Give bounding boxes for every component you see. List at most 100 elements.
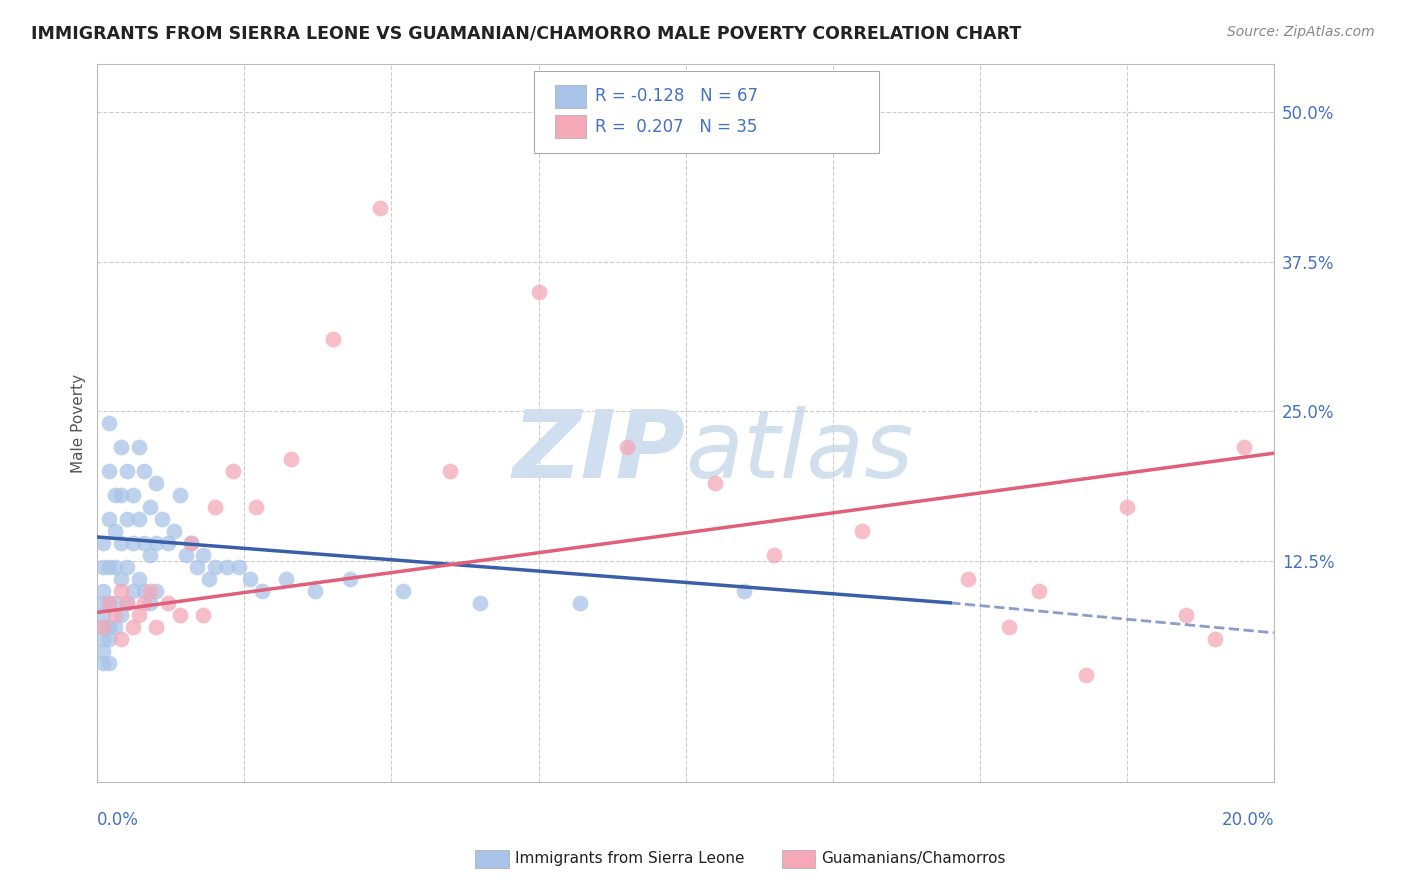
Point: [439, 464, 461, 478]
Text: atlas: atlas: [686, 407, 914, 498]
Point: [145, 620, 167, 634]
Point: [250, 583, 273, 598]
Point: [733, 583, 755, 598]
Point: [762, 548, 785, 562]
Point: [139, 596, 162, 610]
Point: [104, 596, 127, 610]
Point: [145, 536, 167, 550]
Text: Source: ZipAtlas.com: Source: ZipAtlas.com: [1227, 25, 1375, 39]
Point: [98, 560, 121, 574]
Point: [98, 596, 121, 610]
Point: [98, 620, 121, 634]
Text: Immigrants from Sierra Leone: Immigrants from Sierra Leone: [515, 851, 744, 865]
Point: [134, 464, 156, 478]
Point: [468, 596, 491, 610]
Point: [98, 417, 121, 431]
Point: [91, 620, 114, 634]
Point: [527, 285, 550, 299]
Point: [204, 500, 226, 514]
Point: [228, 560, 250, 574]
Point: [134, 583, 156, 598]
Point: [91, 656, 114, 670]
Point: [91, 620, 114, 634]
Point: [221, 464, 243, 478]
Point: [121, 536, 143, 550]
Point: [1074, 667, 1097, 681]
Point: [115, 560, 138, 574]
Point: [91, 607, 114, 622]
Point: [1115, 500, 1137, 514]
Text: R =  0.207   N = 35: R = 0.207 N = 35: [595, 118, 756, 136]
Point: [110, 440, 132, 454]
Point: [304, 583, 326, 598]
Point: [156, 536, 179, 550]
Point: [128, 440, 150, 454]
Point: [180, 536, 202, 550]
Point: [368, 201, 391, 215]
Point: [1233, 440, 1256, 454]
Point: [110, 536, 132, 550]
Point: [1174, 607, 1197, 622]
Point: [91, 632, 114, 646]
Point: [115, 464, 138, 478]
Text: 0.0%: 0.0%: [97, 811, 139, 830]
Point: [98, 464, 121, 478]
Point: [239, 572, 262, 586]
Point: [115, 512, 138, 526]
Point: [568, 596, 591, 610]
Point: [104, 488, 127, 502]
Point: [110, 632, 132, 646]
Point: [128, 572, 150, 586]
Point: [110, 488, 132, 502]
Point: [704, 476, 727, 491]
Text: IMMIGRANTS FROM SIERRA LEONE VS GUAMANIAN/CHAMORRO MALE POVERTY CORRELATION CHAR: IMMIGRANTS FROM SIERRA LEONE VS GUAMANIA…: [31, 25, 1021, 43]
Point: [91, 583, 114, 598]
Point: [115, 596, 138, 610]
Point: [169, 488, 191, 502]
Point: [91, 644, 114, 658]
Point: [204, 560, 226, 574]
Point: [145, 583, 167, 598]
Point: [274, 572, 297, 586]
Point: [128, 607, 150, 622]
Point: [91, 596, 114, 610]
Point: [110, 607, 132, 622]
Point: [198, 572, 221, 586]
Point: [956, 572, 979, 586]
Point: [169, 607, 191, 622]
Point: [98, 632, 121, 646]
Point: [121, 620, 143, 634]
Text: 20.0%: 20.0%: [1222, 811, 1274, 830]
Point: [115, 596, 138, 610]
Text: Guamanians/Chamorros: Guamanians/Chamorros: [821, 851, 1005, 865]
Point: [98, 656, 121, 670]
Point: [110, 583, 132, 598]
Point: [280, 452, 302, 467]
Point: [174, 548, 197, 562]
Text: ZIP: ZIP: [513, 406, 686, 498]
Point: [193, 607, 215, 622]
Point: [616, 440, 638, 454]
Point: [91, 560, 114, 574]
Point: [1204, 632, 1226, 646]
Point: [139, 500, 162, 514]
Point: [392, 583, 415, 598]
Point: [339, 572, 361, 586]
Point: [163, 524, 186, 538]
Point: [121, 583, 143, 598]
Text: R = -0.128   N = 67: R = -0.128 N = 67: [595, 87, 758, 105]
Point: [98, 596, 121, 610]
Point: [128, 512, 150, 526]
Point: [145, 476, 167, 491]
Point: [180, 536, 202, 550]
Point: [193, 548, 215, 562]
Point: [104, 560, 127, 574]
Y-axis label: Male Poverty: Male Poverty: [72, 374, 86, 473]
Point: [851, 524, 873, 538]
Point: [98, 512, 121, 526]
Point: [156, 596, 179, 610]
Point: [150, 512, 173, 526]
Point: [139, 548, 162, 562]
Point: [245, 500, 267, 514]
Point: [91, 536, 114, 550]
